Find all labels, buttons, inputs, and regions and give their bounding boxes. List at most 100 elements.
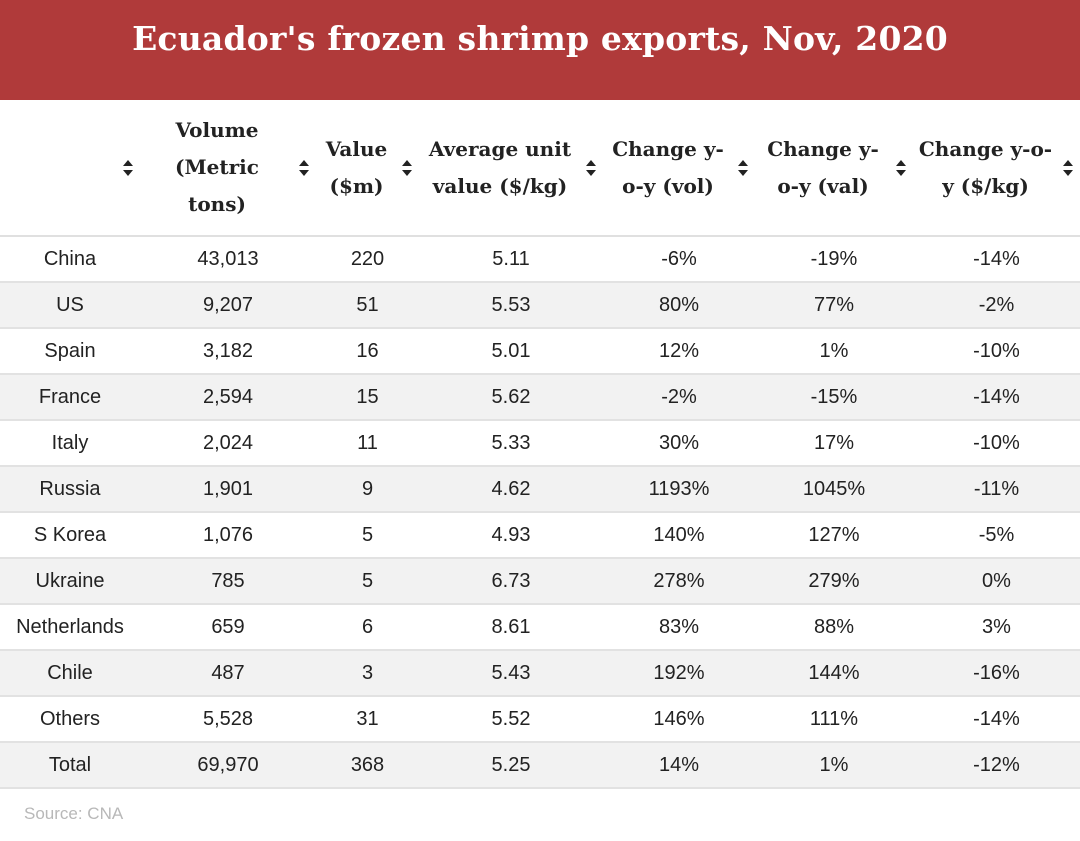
value-cell: 15 [316,374,419,421]
column-header-label: Volume (Metric tons) [175,118,259,216]
value-cell: 278% [603,558,755,605]
table-row: US 9,207 51 5.53 80% 77% -2% [0,282,1080,329]
column-header-label: Change y-o-y (val) [767,136,879,198]
table-row: Ukraine 785 5 6.73 278% 279% 0% [0,558,1080,605]
value-cell: 1% [755,742,913,789]
value-cell: -14% [913,696,1080,743]
value-cell: 5 [316,558,419,605]
value-cell: 785 [140,558,316,605]
sort-icon[interactable] [401,159,413,177]
value-cell: 14% [603,742,755,789]
value-cell: 5.62 [419,374,603,421]
value-cell: -15% [755,374,913,421]
country-cell: Ukraine [0,558,140,605]
value-cell: 1193% [603,466,755,513]
value-cell: -14% [913,236,1080,283]
column-header-2[interactable]: Value ($m) [316,100,419,237]
column-header-label: Average unit value ($/kg) [428,136,572,198]
column-header-6[interactable]: Change y-o-y ($/kg) [913,100,1080,237]
country-cell: Netherlands [0,604,140,651]
value-cell: -14% [913,374,1080,421]
table-row: France 2,594 15 5.62 -2% -15% -14% [0,374,1080,421]
value-cell: 5.01 [419,328,603,375]
value-cell: 1,901 [140,466,316,513]
value-cell: 5.52 [419,696,603,743]
title-bar: Ecuador's frozen shrimp exports, Nov, 20… [0,0,1080,100]
country-cell: France [0,374,140,421]
value-cell: 279% [755,558,913,605]
value-cell: -2% [603,374,755,421]
table-row: Netherlands 659 6 8.61 83% 88% 3% [0,604,1080,651]
value-cell: 11 [316,420,419,467]
value-cell: 5.43 [419,650,603,697]
table-row: Others 5,528 31 5.52 146% 111% -14% [0,696,1080,743]
sort-icon[interactable] [122,159,134,177]
value-cell: 5,528 [140,696,316,743]
country-cell: Chile [0,650,140,697]
value-cell: 9,207 [140,282,316,329]
value-cell: 6.73 [419,558,603,605]
value-cell: 127% [755,512,913,559]
exports-table: Volume (Metric tons) Value ($m) Average un… [0,100,1080,789]
value-cell: 2,594 [140,374,316,421]
table-row: Total 69,970 368 5.25 14% 1% -12% [0,742,1080,789]
value-cell: 43,013 [140,236,316,283]
value-cell: 5.53 [419,282,603,329]
value-cell: 8.61 [419,604,603,651]
value-cell: 192% [603,650,755,697]
value-cell: 144% [755,650,913,697]
value-cell: 5 [316,512,419,559]
value-cell: 88% [755,604,913,651]
value-cell: 3 [316,650,419,697]
header-row: Volume (Metric tons) Value ($m) Average un… [0,100,1080,237]
value-cell: 69,970 [140,742,316,789]
value-cell: 659 [140,604,316,651]
value-cell: 140% [603,512,755,559]
value-cell: 111% [755,696,913,743]
value-cell: -2% [913,282,1080,329]
country-cell: Italy [0,420,140,467]
value-cell: 5.25 [419,742,603,789]
table-row: S Korea 1,076 5 4.93 140% 127% -5% [0,512,1080,559]
table-row: Italy 2,024 11 5.33 30% 17% -10% [0,420,1080,467]
country-cell: Russia [0,466,140,513]
chart-title: Ecuador's frozen shrimp exports, Nov, 20… [132,18,948,58]
value-cell: 5.33 [419,420,603,467]
column-header-1[interactable]: Volume (Metric tons) [140,100,316,237]
value-cell: 1,076 [140,512,316,559]
value-cell: 146% [603,696,755,743]
table-row: Russia 1,901 9 4.62 1193% 1045% -11% [0,466,1080,513]
value-cell: -5% [913,512,1080,559]
value-cell: 3,182 [140,328,316,375]
sort-icon[interactable] [1062,159,1074,177]
sort-icon[interactable] [895,159,907,177]
value-cell: 30% [603,420,755,467]
sort-icon[interactable] [737,159,749,177]
value-cell: 83% [603,604,755,651]
value-cell: 5.11 [419,236,603,283]
value-cell: 0% [913,558,1080,605]
column-header-5[interactable]: Change y-o-y (val) [755,100,913,237]
value-cell: 368 [316,742,419,789]
value-cell: 3% [913,604,1080,651]
country-cell: Total [0,742,140,789]
sort-icon[interactable] [585,159,597,177]
value-cell: 1045% [755,466,913,513]
country-cell: Others [0,696,140,743]
value-cell: 51 [316,282,419,329]
column-header-label: Change y-o-y (vol) [612,136,724,198]
table-row: Spain 3,182 16 5.01 12% 1% -10% [0,328,1080,375]
sort-icon[interactable] [298,159,310,177]
value-cell: -12% [913,742,1080,789]
value-cell: 80% [603,282,755,329]
column-header-3[interactable]: Average unit value ($/kg) [419,100,603,237]
value-cell: -19% [755,236,913,283]
column-header-0[interactable] [0,100,140,237]
value-cell: -11% [913,466,1080,513]
column-header-label: Change y-o-y ($/kg) [918,136,1053,198]
value-cell: -10% [913,328,1080,375]
country-cell: China [0,236,140,283]
value-cell: -6% [603,236,755,283]
column-header-4[interactable]: Change y-o-y (vol) [603,100,755,237]
value-cell: 6 [316,604,419,651]
